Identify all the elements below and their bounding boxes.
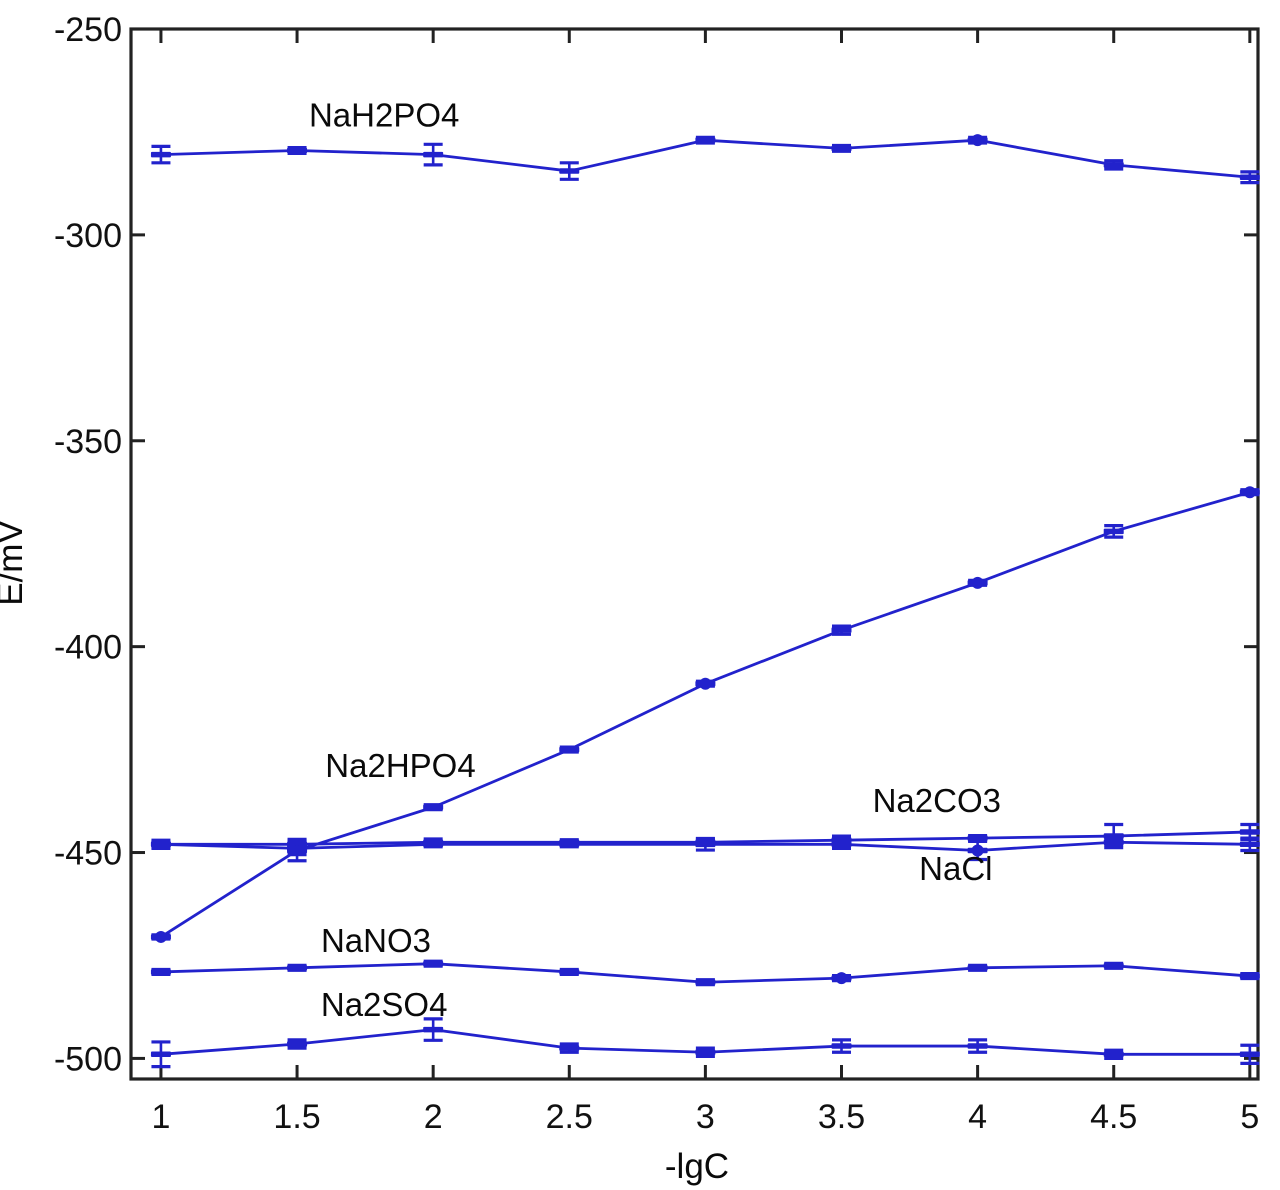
marker-Na2SO4 [423, 1026, 444, 1033]
marker-Na2SO4 [967, 1043, 988, 1049]
dot-marker-Na2HPO4 [154, 930, 167, 943]
x-tick-label: 1 [151, 1098, 170, 1136]
marker-NaCl [150, 841, 171, 848]
series-label-Na2CO3: Na2CO3 [873, 782, 1001, 819]
x-tick-label: 4 [968, 1098, 987, 1136]
marker-NaH2PO4 [831, 145, 852, 152]
marker-Na2HPO4 [831, 627, 852, 633]
marker-Na2HPO4 [423, 804, 444, 810]
x-tick-label: 3.5 [818, 1098, 865, 1136]
marker-NaNO3 [967, 965, 988, 971]
marker-NaNO3 [1103, 963, 1124, 969]
marker-NaNO3 [423, 960, 444, 967]
marker-Na2CO3 [1103, 833, 1124, 839]
marker-NaNO3 [1239, 973, 1260, 979]
y-tick-label: -300 [54, 217, 122, 255]
y-tick-label: -400 [54, 629, 122, 667]
marker-NaCl [831, 841, 852, 848]
marker-Na2SO4 [287, 1041, 308, 1047]
y-tick-label: -500 [54, 1040, 122, 1078]
y-tick-label: -450 [54, 835, 122, 873]
series-label-NaH2PO4: NaH2PO4 [309, 96, 459, 133]
dot-marker-NaNO3 [835, 972, 848, 985]
marker-NaH2PO4 [559, 168, 580, 174]
marker-Na2CO3 [967, 835, 988, 841]
dot-marker-Na2HPO4 [971, 576, 984, 589]
marker-Na2CO3 [1239, 829, 1260, 835]
marker-NaCl [695, 841, 716, 848]
marker-Na2HPO4 [1103, 528, 1124, 535]
x-axis-label: -lgC [665, 1147, 729, 1186]
marker-Na2SO4 [559, 1045, 580, 1051]
dot-marker-Na2HPO4 [1243, 486, 1256, 499]
marker-NaH2PO4 [150, 151, 171, 158]
marker-NaH2PO4 [287, 147, 308, 154]
marker-NaH2PO4 [695, 137, 716, 143]
y-tick-label: -350 [54, 423, 122, 461]
x-tick-label: 2 [424, 1098, 443, 1136]
dot-marker-Na2HPO4 [699, 677, 712, 690]
x-tick-label: 2.5 [546, 1098, 593, 1136]
series-label-NaNO3: NaNO3 [321, 922, 431, 959]
x-tick-label: 5 [1240, 1098, 1259, 1136]
marker-NaCl [423, 841, 444, 848]
marker-NaH2PO4 [423, 151, 444, 158]
x-tick-label: 1.5 [273, 1098, 320, 1136]
series-line-Na2HPO4 [160, 490, 1251, 939]
x-tick-label: 4.5 [1090, 1098, 1137, 1136]
marker-Na2SO4 [831, 1043, 852, 1049]
marker-NaCl [559, 841, 580, 848]
marker-NaNO3 [695, 979, 716, 985]
marker-NaCl [287, 845, 308, 852]
marker-Na2SO4 [1239, 1051, 1260, 1058]
marker-NaNO3 [287, 965, 308, 971]
marker-NaCl [1239, 841, 1260, 848]
series-label-Na2SO4: Na2SO4 [321, 986, 448, 1023]
plot-frame [129, 27, 1260, 1081]
marker-Na2SO4 [1103, 1051, 1124, 1058]
series-label-NaCl: NaCl [919, 850, 992, 887]
marker-NaCl [1103, 839, 1124, 845]
marker-NaNO3 [150, 969, 171, 975]
marker-Na2HPO4 [559, 746, 580, 753]
y-tick-label: -250 [54, 11, 122, 49]
series-line-NaH2PO4 [160, 138, 1250, 179]
dot-marker-NaCl [971, 844, 984, 857]
marker-NaNO3 [559, 969, 580, 975]
marker-NaH2PO4 [1239, 174, 1260, 180]
series-label-Na2HPO4: Na2HPO4 [325, 747, 475, 784]
marker-Na2SO4 [150, 1051, 171, 1058]
x-tick-label: 3 [696, 1098, 715, 1136]
marker-NaH2PO4 [1103, 162, 1124, 168]
marker-Na2SO4 [695, 1049, 716, 1055]
y-axis-label: E/mV [0, 520, 30, 606]
dot-marker-NaH2PO4 [971, 134, 984, 147]
